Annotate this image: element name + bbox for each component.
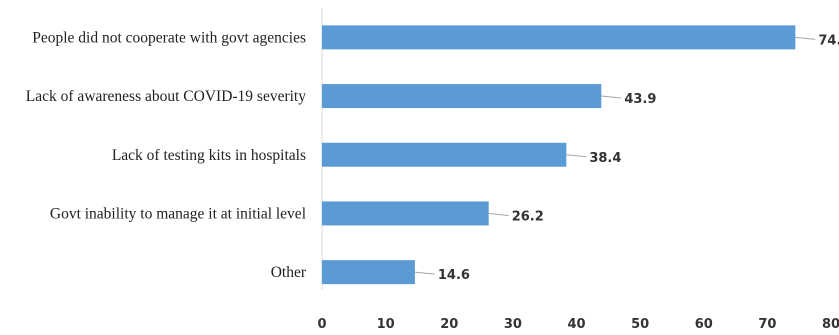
- x-tick-label: 60: [695, 317, 713, 332]
- value-leader-line: [414, 271, 435, 275]
- bar: [322, 25, 796, 50]
- x-tick-label: 40: [567, 317, 585, 332]
- category-label: People did not cooperate with govt agenc…: [32, 29, 306, 46]
- value-label: 43.9: [624, 92, 656, 107]
- category-label: Govt inability to manage it at initial l…: [50, 205, 306, 222]
- category-label: Lack of awareness about COVID-19 severit…: [26, 88, 306, 105]
- category-labels: People did not cooperate with govt agenc…: [26, 29, 307, 281]
- category-label: Lack of testing kits in hospitals: [112, 147, 306, 164]
- bar: [322, 84, 602, 109]
- bar: [322, 142, 567, 167]
- value-label: 14.6: [438, 268, 470, 283]
- value-label: 74.4: [818, 33, 839, 48]
- value-leader-line: [795, 36, 816, 40]
- category-label: Other: [271, 264, 307, 281]
- value-leader-line: [601, 95, 622, 99]
- x-tick-label: 10: [377, 317, 395, 332]
- value-leader-line: [488, 212, 509, 216]
- value-leader-line: [566, 154, 587, 158]
- value-leader-lines: [414, 36, 816, 275]
- x-tick-label: 30: [504, 317, 522, 332]
- value-label: 26.2: [512, 209, 544, 224]
- x-tick-label: 20: [440, 317, 458, 332]
- bars: [322, 25, 796, 285]
- x-tick-label: 80: [822, 317, 839, 332]
- x-tick-label: 70: [758, 317, 776, 332]
- bar: [322, 260, 415, 285]
- x-tick-label: 50: [631, 317, 649, 332]
- bar: [322, 201, 489, 226]
- value-labels: 74.4 43.9 38.4 26.2 14.6: [438, 33, 839, 283]
- x-tick-label: 0: [317, 317, 326, 332]
- x-axis-tick-labels: 0 10 20 30 40 50 60 70 80: [317, 317, 839, 332]
- value-label: 38.4: [589, 151, 621, 166]
